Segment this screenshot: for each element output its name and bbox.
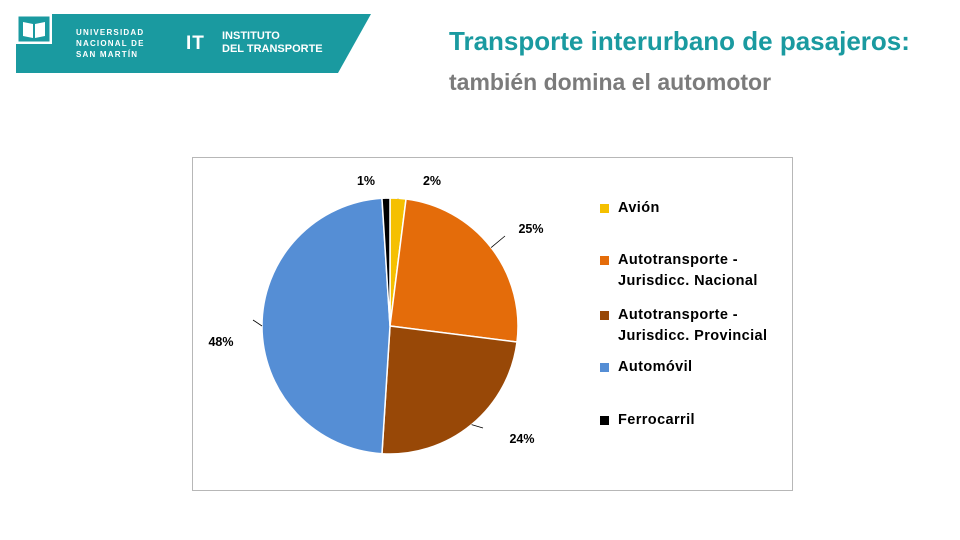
- legend-label: Automóvil: [618, 359, 693, 375]
- university-name: UNIVERSIDAD NACIONAL DE SAN MARTÍN: [76, 27, 145, 60]
- pie-slice: [381, 325, 518, 455]
- institute-name: INSTITUTO DEL TRANSPORTE: [222, 30, 323, 56]
- slide-subtitle: también domina el automotor: [449, 69, 772, 95]
- legend-label: Autotransporte - Jurisdicc. Nacional: [618, 252, 758, 289]
- brand-banner-background: [16, 14, 371, 73]
- data-label: 2%: [423, 174, 441, 188]
- data-label: 25%: [518, 222, 543, 236]
- data-label: 48%: [208, 335, 233, 349]
- leader-line: [252, 319, 263, 327]
- institute-line: INSTITUTO: [222, 30, 280, 42]
- data-label: 1%: [357, 174, 375, 188]
- legend-swatch: [600, 204, 609, 213]
- legend-label: Avión: [618, 200, 660, 216]
- book-logo-icon: [16, 14, 52, 44]
- data-label: 24%: [509, 432, 534, 446]
- legend-swatch: [600, 416, 609, 425]
- pie-chart: 2% 25% 24% 48% 1%: [208, 174, 544, 455]
- brand-banner: UNIVERSIDAD NACIONAL DE SAN MARTÍN IT IN…: [16, 14, 371, 73]
- pie-slice: [389, 198, 519, 343]
- pie-slice: [261, 197, 391, 455]
- university-line: SAN MARTÍN: [76, 50, 139, 59]
- leader-line: [490, 235, 506, 248]
- institute-line: DEL TRANSPORTE: [222, 43, 323, 55]
- legend-swatch: [600, 363, 609, 372]
- university-line: UNIVERSIDAD: [76, 28, 145, 37]
- legend-label: Ferrocarril: [618, 412, 695, 428]
- legend-swatch: [600, 311, 609, 320]
- slide-title: Transporte interurbano de pasajeros:: [449, 26, 910, 56]
- university-line: NACIONAL DE: [76, 39, 145, 48]
- pie-chart-frame: 2% 25% 24% 48% 1% Avión Autotransporte - Juri…: [192, 157, 793, 491]
- legend-label: Autotransporte - Jurisdicc. Provincial: [618, 307, 768, 344]
- it-logo-mark: IT: [186, 33, 205, 54]
- legend-swatch: [600, 256, 609, 265]
- leader-line: [471, 424, 484, 429]
